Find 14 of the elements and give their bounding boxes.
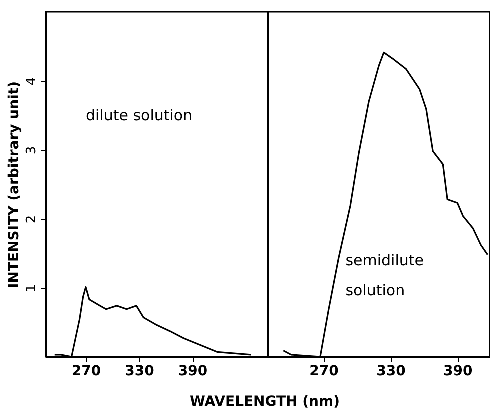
annotation: semidilute solution: [346, 251, 424, 300]
x-tick-label: 270: [310, 364, 340, 380]
x-tick-label: 330: [376, 364, 406, 380]
y-tick-label: 1: [24, 284, 40, 293]
annotation: dilute solution: [86, 106, 193, 124]
x-tick-label: 330: [125, 364, 155, 380]
y-tick-label: 3: [24, 146, 40, 155]
y-axis-title: INTENSITY (arbitrary unit): [6, 82, 22, 288]
x-tick-label: 390: [444, 364, 474, 380]
y-tick-label: 4: [24, 77, 40, 86]
x-axis-title: WAVELENGTH (nm): [188, 393, 342, 411]
y-tick-label: 2: [24, 215, 40, 224]
x-tick-label: 390: [178, 364, 208, 380]
x-tick-label: 270: [72, 364, 102, 380]
